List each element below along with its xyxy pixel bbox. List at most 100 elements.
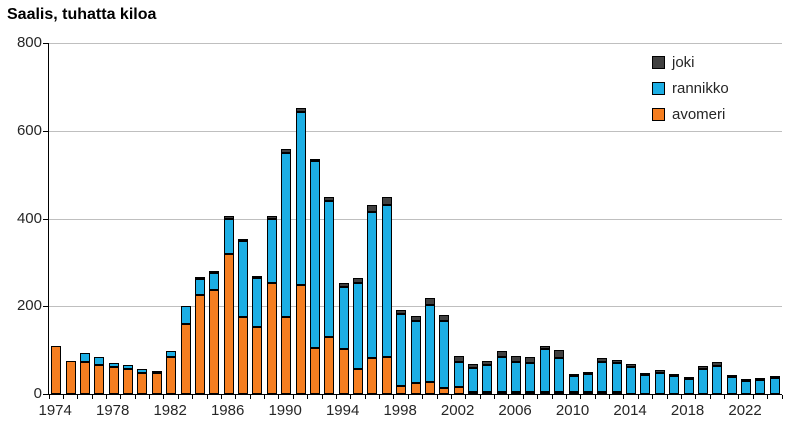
segment-joki-1993: [324, 196, 335, 201]
bar-1980: [137, 369, 148, 394]
segment-rannikko-2011: [582, 374, 593, 392]
x-axis-tick: [709, 395, 711, 399]
segment-joki-2020: [712, 361, 723, 367]
segment-rannikko-2023: [755, 380, 766, 394]
bar-2012: [597, 358, 608, 394]
gridline-200: [49, 306, 782, 308]
segment-rannikko-1976: [79, 353, 90, 362]
y-axis-tick: [43, 130, 49, 132]
x-axis-tick: [508, 395, 510, 399]
bar-1978: [108, 363, 119, 394]
segment-rannikko-2021: [726, 376, 737, 394]
bar-2005: [496, 350, 507, 394]
segment-avomeri-2012: [597, 392, 608, 394]
segment-rannikko-1993: [324, 200, 335, 338]
x-axis-tick: [407, 395, 409, 399]
bar-2001: [439, 315, 450, 394]
gridline-600: [49, 130, 782, 132]
legend-swatch-joki: [652, 55, 665, 69]
segment-rannikko-2016: [654, 373, 665, 394]
x-axis-tick: [652, 395, 654, 399]
segment-avomeri-2004: [482, 392, 493, 394]
bar-2003: [467, 364, 478, 394]
x-axis-label-1974: 1974: [38, 402, 72, 419]
x-axis-tick: [62, 395, 64, 399]
segment-avomeri-1988: [252, 326, 263, 394]
segment-joki-2016: [654, 369, 665, 374]
x-axis-tick: [537, 395, 539, 399]
bar-2015: [640, 372, 651, 394]
x-axis-tick: [249, 395, 251, 399]
segment-joki-1984: [194, 276, 205, 279]
x-axis-tick: [163, 395, 165, 399]
bar-1982: [166, 350, 177, 394]
bar-1994: [338, 283, 349, 394]
x-axis-tick: [522, 395, 524, 399]
segment-joki-2001: [439, 315, 450, 322]
y-axis-tick: [43, 43, 49, 44]
y-axis-tick: [43, 306, 49, 308]
legend-label-avomeri: avomeri: [672, 105, 726, 123]
x-axis-tick: [695, 395, 697, 399]
x-axis-tick: [321, 395, 323, 399]
segment-joki-1987: [238, 239, 249, 242]
segment-joki-2004: [482, 361, 493, 365]
y-axis-label-400: 400: [16, 209, 42, 227]
bar-1987: [238, 239, 249, 394]
x-axis-tick: [450, 395, 452, 399]
x-axis-label-2002: 2002: [440, 402, 475, 419]
segment-rannikko-1989: [266, 218, 277, 283]
segment-joki-1989: [266, 216, 277, 219]
segment-joki-2000: [424, 298, 435, 306]
segment-avomeri-1987: [238, 317, 249, 394]
x-axis-tick: [77, 395, 79, 399]
bar-1981: [151, 371, 162, 394]
bar-1990: [281, 149, 292, 394]
segment-rannikko-1977: [94, 357, 105, 366]
bar-2020: [712, 361, 723, 394]
segment-rannikko-2019: [697, 369, 708, 394]
bar-2014: [626, 363, 637, 394]
x-axis-tick: [666, 395, 668, 399]
segment-avomeri-2007: [525, 392, 536, 394]
bar-1974: [51, 345, 62, 394]
x-axis-label-2010: 2010: [555, 402, 590, 419]
segment-rannikko-2024: [769, 378, 780, 394]
segment-avomeri-1990: [281, 317, 292, 394]
segment-avomeri-2008: [539, 392, 550, 394]
x-axis-tick: [206, 395, 208, 399]
x-axis-tick: [436, 395, 438, 399]
segment-joki-2003: [467, 364, 478, 368]
segment-rannikko-1982: [166, 350, 177, 357]
segment-avomeri-1996: [367, 358, 378, 394]
x-axis-tick: [724, 395, 725, 399]
y-axis-label-600: 600: [16, 121, 42, 139]
x-axis-tick: [623, 395, 625, 399]
segment-avomeri-1976: [79, 361, 90, 394]
y-axis-label-200: 200: [16, 297, 42, 315]
segment-avomeri-2001: [439, 387, 450, 394]
x-axis-label-1982: 1982: [153, 402, 187, 419]
segment-joki-2008: [539, 345, 550, 350]
x-axis-tick: [364, 395, 366, 399]
bar-2018: [683, 376, 694, 394]
chart-title: Saalis, tuhatta kiloa: [7, 6, 157, 23]
gridline-800: [49, 43, 782, 44]
bar-2023: [755, 378, 766, 394]
x-axis-tick: [220, 395, 222, 399]
segment-joki-2012: [597, 358, 608, 363]
x-axis-tick: [105, 395, 107, 399]
x-axis-tick: [767, 395, 769, 399]
x-axis-tick: [738, 395, 740, 399]
segment-rannikko-1987: [238, 241, 249, 318]
segment-joki-2022: [741, 378, 752, 381]
x-axis-tick: [637, 395, 639, 399]
segment-avomeri-1992: [309, 347, 320, 394]
bar-2011: [582, 372, 593, 394]
segment-rannikko-1983: [180, 306, 191, 324]
segment-avomeri-2013: [611, 392, 622, 394]
segment-joki-2011: [582, 372, 593, 375]
bar-1998: [396, 309, 407, 394]
bar-1988: [252, 275, 263, 394]
x-axis-tick: [781, 395, 783, 399]
